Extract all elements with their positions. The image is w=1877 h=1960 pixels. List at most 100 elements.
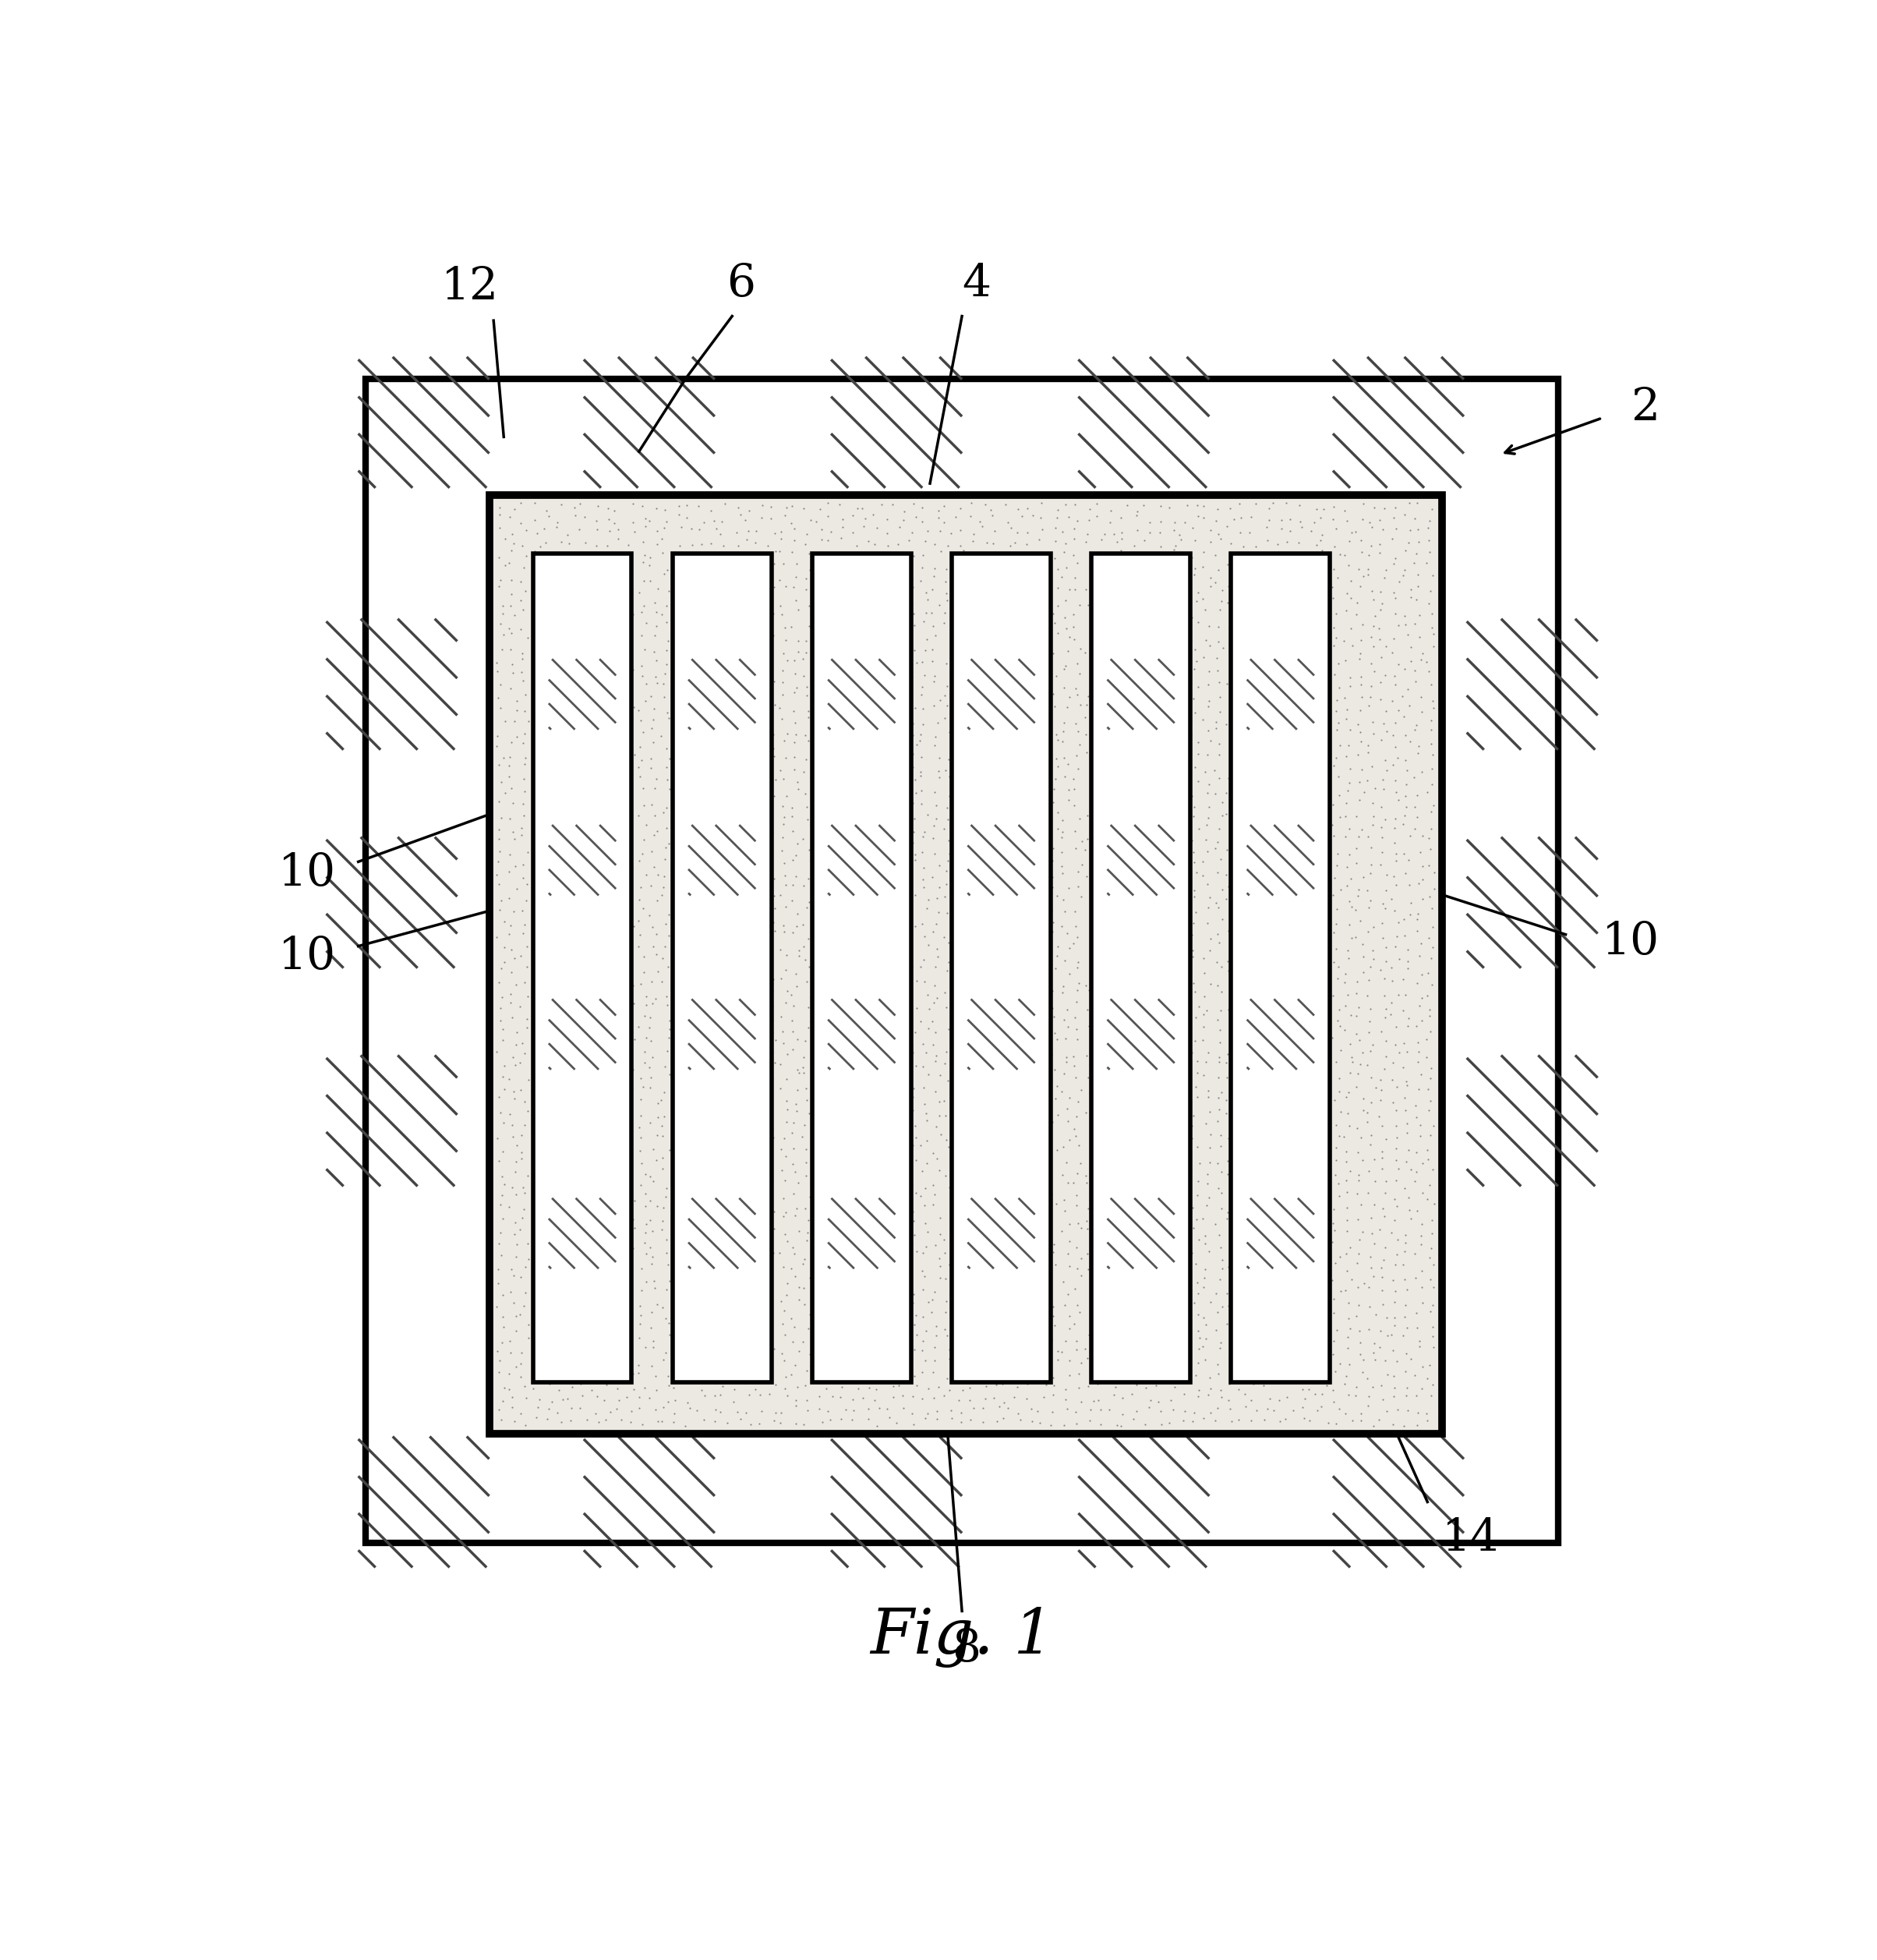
Point [1321,849,1351,880]
Point [852,1015,882,1047]
Point [1301,809,1331,841]
Point [758,666,788,698]
Point [1286,868,1316,900]
Point [1288,1013,1318,1045]
Point [878,1370,908,1401]
Point [591,1299,621,1331]
Point [659,1137,689,1168]
Point [1085,541,1115,572]
Point [646,1213,676,1245]
Point [1038,1378,1068,1409]
Point [1237,708,1267,739]
Point [910,1098,940,1129]
Point [614,798,644,829]
Point [965,1241,995,1272]
Point [835,751,865,782]
Point [535,833,565,864]
Point [1094,1172,1124,1203]
Point [524,1196,554,1227]
Point [681,596,711,627]
Point [1036,1064,1066,1096]
Point [698,994,728,1025]
Point [1229,774,1259,806]
Point [1398,760,1428,792]
Point [982,1368,1012,1399]
Point [860,1029,890,1060]
Point [1231,1082,1261,1113]
Point [743,537,773,568]
Point [1100,1102,1130,1133]
Point [601,951,631,982]
Point [636,1160,666,1192]
Point [1286,760,1316,792]
Point [899,845,929,876]
Point [865,1053,895,1084]
Point [601,862,631,894]
Point [1015,941,1045,972]
Point [1342,1178,1372,1209]
Point [567,661,597,692]
Point [897,517,927,549]
Point [820,1296,850,1327]
Point [1019,1201,1049,1233]
Point [663,631,693,662]
Point [792,1396,822,1427]
Point [882,1025,912,1056]
Point [884,582,914,613]
Point [801,1194,832,1225]
Point [1188,847,1218,878]
Point [1415,576,1445,608]
Point [1252,776,1282,808]
Point [790,529,820,561]
Point [1325,729,1355,760]
Point [1400,608,1430,639]
Point [484,1227,514,1258]
Point [595,858,625,890]
Point [1299,880,1329,911]
Point [1355,506,1385,537]
Point [747,1000,777,1031]
Point [888,1380,918,1411]
Point [1415,729,1445,760]
Point [753,710,783,741]
Point [1224,1374,1254,1405]
Point [781,1088,811,1119]
Point [526,1347,556,1378]
Point [987,813,1017,845]
Point [957,788,987,819]
Point [719,1047,749,1078]
Point [1004,982,1034,1013]
Point [482,858,512,890]
Point [984,1074,1014,1105]
Point [1353,892,1383,923]
Point [970,488,1000,519]
Point [745,600,775,631]
Point [1293,1000,1323,1031]
Point [544,857,574,888]
Point [863,649,893,680]
Point [1147,551,1177,582]
Point [760,764,790,796]
Point [683,1307,713,1339]
Point [1342,1372,1372,1403]
Point [1062,506,1092,537]
Point [634,1184,664,1215]
Point [1207,1176,1237,1207]
Point [843,492,873,523]
Point [1094,725,1124,757]
Point [548,1051,578,1082]
Point [1062,986,1092,1017]
Point [706,1168,736,1200]
Point [711,882,741,913]
Point [1258,702,1288,733]
Point [721,892,751,923]
Point [788,909,818,941]
Point [1235,1066,1265,1098]
Point [1413,588,1443,619]
Point [595,1260,625,1292]
Point [1038,786,1068,817]
Point [486,1241,516,1272]
Point [556,539,586,570]
Point [535,1096,565,1127]
Point [542,909,572,941]
